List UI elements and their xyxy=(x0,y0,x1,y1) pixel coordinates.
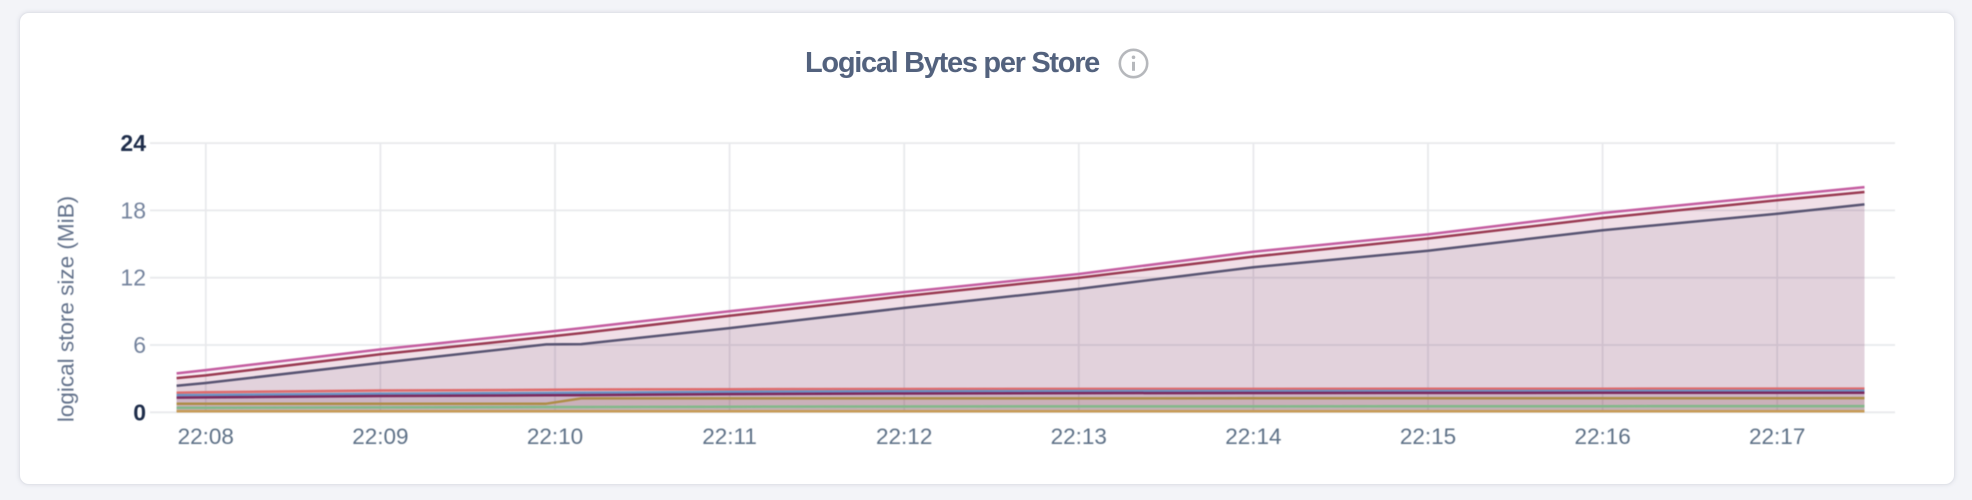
series-groups xyxy=(176,185,1865,413)
series-8-line xyxy=(176,190,1865,380)
x-tick-label: 22:08 xyxy=(178,424,234,449)
y-tick-label: 0 xyxy=(133,399,146,425)
y-tick-label: 6 xyxy=(133,332,146,358)
series-2-line xyxy=(176,396,1865,405)
series-9 xyxy=(176,409,1865,413)
series-1-line xyxy=(176,203,1865,388)
series-1-area xyxy=(176,204,1865,413)
y-tick-label: 18 xyxy=(120,197,146,223)
series-3-line xyxy=(176,387,1865,395)
axis-tick-labels: 0 6 12 18 24 22:08 22:09 22:10 22:11 22:12 22:13 22… xyxy=(120,130,1805,449)
series-8-area xyxy=(176,192,1865,413)
x-tick-label: 22:16 xyxy=(1574,424,1630,449)
info-icon-ring xyxy=(1118,48,1149,78)
series-8 xyxy=(176,190,1865,413)
y-axis-title: logical store size (MiB) xyxy=(54,196,79,422)
x-tick-label: 22:13 xyxy=(1051,424,1107,449)
x-tick-label: 22:11 xyxy=(702,424,757,449)
series-7 xyxy=(176,391,1865,413)
series-6-line xyxy=(176,185,1865,375)
series-5-line xyxy=(176,404,1865,410)
info-circle-icon[interactable] xyxy=(1118,48,1149,79)
series-6 xyxy=(176,185,1865,413)
series-1 xyxy=(176,203,1865,413)
series-6-area xyxy=(176,187,1865,413)
x-tick-label: 22:10 xyxy=(527,424,583,449)
x-tick-label: 22:14 xyxy=(1225,424,1281,449)
y-tick-label: 24 xyxy=(120,130,146,156)
series-4-line xyxy=(176,389,1865,397)
series-7-area xyxy=(176,392,1865,413)
y-tick-label: 12 xyxy=(120,265,146,291)
info-icon-dot xyxy=(1131,55,1136,59)
x-tick-label: 22:09 xyxy=(352,424,408,449)
x-tick-label: 22:15 xyxy=(1400,424,1456,449)
x-tick-label: 22:12 xyxy=(876,424,932,449)
chart-header: Logical Bytes per Store xyxy=(0,45,1963,81)
chart-title: Logical Bytes per Store xyxy=(804,47,1100,79)
series-7-line xyxy=(176,391,1865,399)
info-circle-icon-graphic xyxy=(1118,48,1149,78)
x-tick-label: 22:17 xyxy=(1749,424,1805,449)
